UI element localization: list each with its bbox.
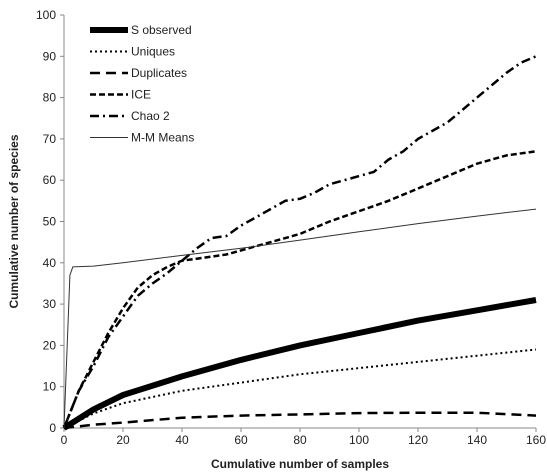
series-layer [62,55,537,431]
series-line-ice [62,150,537,429]
legend: S observed Uniques Duplicates ICE Chao 2 M-M … [90,23,194,145]
x-tick-label: 140 [467,433,487,447]
y-axis-title: Cumulative number of species [7,134,21,308]
x-tick-label: 40 [175,433,189,447]
y-tick-label: 90 [43,49,57,63]
axes: 0 20 40 60 80 100 120 140 160 0 10 20 30 40 50 60 70 80 90… [36,8,546,447]
legend-label: M-M Means [131,131,194,145]
x-tick-label: 100 [349,433,369,447]
y-tick-label: 10 [43,380,57,394]
y-tick-label: 70 [43,132,57,146]
x-tick-label: 160 [526,433,546,447]
y-tick-label: 20 [43,338,57,352]
x-axis-title: Cumulative number of samples [211,457,389,471]
series-line-duplicates [63,411,537,430]
y-tick-label: 40 [43,256,57,270]
x-tick-label: 120 [408,433,428,447]
series-line-m-m-means [63,208,537,429]
x-tick-label: 20 [116,433,130,447]
series-line-uniques [63,348,537,429]
y-tick-label: 30 [43,297,57,311]
y-tick-label: 80 [43,91,57,105]
legend-label: ICE [131,88,151,102]
x-tick-label: 60 [234,433,248,447]
series-line-chao-2 [62,55,537,429]
y-tick-label: 50 [43,215,57,229]
y-tick-label: 60 [43,173,57,187]
series-line-s-observed [62,297,537,431]
y-tick-label: 100 [36,8,56,22]
legend-label: Duplicates [131,66,187,80]
x-tick-label: 0 [61,433,68,447]
legend-label: Uniques [131,45,175,59]
legend-label: S observed [131,23,192,37]
legend-label: Chao 2 [131,109,170,123]
y-tick-label: 0 [49,421,56,435]
x-tick-label: 80 [293,433,307,447]
